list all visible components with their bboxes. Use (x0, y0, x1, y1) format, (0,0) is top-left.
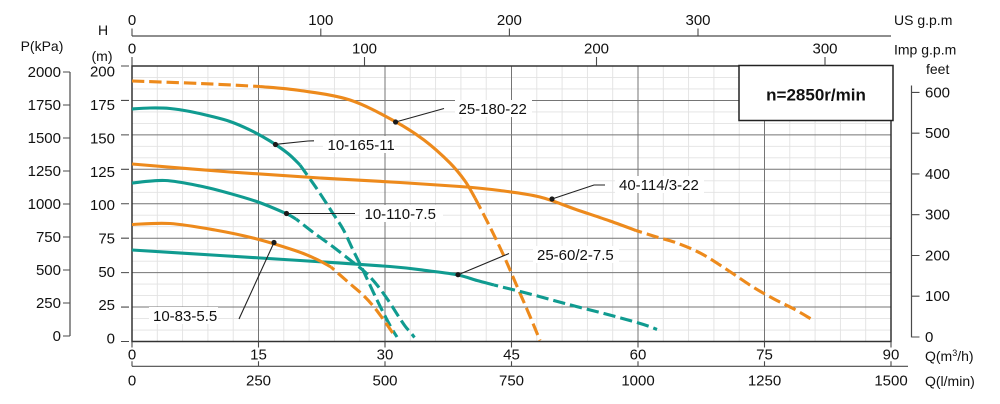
svg-text:1250: 1250 (748, 373, 781, 390)
svg-text:100: 100 (90, 197, 115, 214)
svg-text:n=2850r/min: n=2850r/min (766, 86, 866, 105)
svg-text:100: 100 (925, 288, 950, 305)
svg-text:250: 250 (36, 295, 61, 312)
svg-text:1250: 1250 (28, 163, 61, 180)
svg-text:H: H (98, 22, 108, 38)
svg-text:100: 100 (352, 41, 377, 58)
svg-text:75: 75 (756, 347, 773, 364)
svg-text:15: 15 (250, 347, 267, 364)
svg-text:150: 150 (90, 130, 115, 147)
svg-text:10-83-5.5: 10-83-5.5 (153, 308, 217, 325)
svg-text:50: 50 (98, 264, 115, 281)
svg-text:0: 0 (128, 373, 136, 390)
svg-text:750: 750 (499, 373, 524, 390)
svg-text:0: 0 (53, 328, 61, 345)
svg-text:400: 400 (925, 166, 950, 183)
svg-text:25-60/2-7.5: 25-60/2-7.5 (537, 247, 614, 264)
svg-text:45: 45 (503, 347, 520, 364)
svg-text:30: 30 (377, 347, 394, 364)
svg-text:75: 75 (98, 231, 115, 248)
svg-text:0: 0 (128, 12, 136, 29)
svg-text:175: 175 (90, 97, 115, 114)
svg-text:1500: 1500 (874, 373, 907, 390)
svg-text:1000: 1000 (28, 196, 61, 213)
svg-text:250: 250 (246, 373, 271, 390)
svg-text:200: 200 (90, 64, 115, 81)
svg-text:200: 200 (584, 41, 609, 58)
svg-text:10-110-7.5: 10-110-7.5 (365, 206, 436, 223)
svg-text:200: 200 (925, 248, 950, 265)
svg-text:25-180-22: 25-180-22 (459, 101, 527, 118)
svg-text:0: 0 (128, 41, 136, 58)
svg-text:0: 0 (925, 329, 933, 346)
svg-text:125: 125 (90, 164, 115, 181)
svg-text:US g.p.m: US g.p.m (894, 12, 952, 28)
svg-text:300: 300 (925, 207, 950, 224)
svg-text:P(kPa): P(kPa) (21, 38, 64, 54)
svg-text:100: 100 (308, 12, 333, 29)
svg-text:Q(l/min): Q(l/min) (925, 373, 975, 389)
svg-text:1750: 1750 (28, 97, 61, 114)
svg-text:60: 60 (630, 347, 647, 364)
svg-text:40-114/3-22: 40-114/3-22 (619, 177, 699, 194)
svg-text:600: 600 (925, 84, 950, 101)
svg-text:2000: 2000 (28, 64, 61, 81)
svg-text:500: 500 (372, 373, 397, 390)
svg-text:1500: 1500 (28, 130, 61, 147)
svg-text:300: 300 (685, 12, 710, 29)
svg-text:500: 500 (36, 262, 61, 279)
svg-text:Imp g.p.m: Imp g.p.m (894, 42, 956, 58)
svg-text:feet: feet (926, 61, 949, 77)
svg-text:0: 0 (107, 331, 115, 348)
svg-text:200: 200 (497, 12, 522, 29)
svg-text:300: 300 (812, 41, 837, 58)
svg-text:1000: 1000 (621, 373, 654, 390)
svg-text:10-165-11: 10-165-11 (328, 137, 395, 154)
svg-text:500: 500 (925, 125, 950, 142)
svg-text:(m): (m) (92, 48, 113, 64)
svg-text:Q(m3/h): Q(m3/h) (925, 348, 974, 364)
svg-text:0: 0 (128, 347, 136, 364)
svg-text:25: 25 (98, 297, 115, 314)
svg-text:90: 90 (883, 347, 900, 364)
svg-text:750: 750 (36, 229, 61, 246)
